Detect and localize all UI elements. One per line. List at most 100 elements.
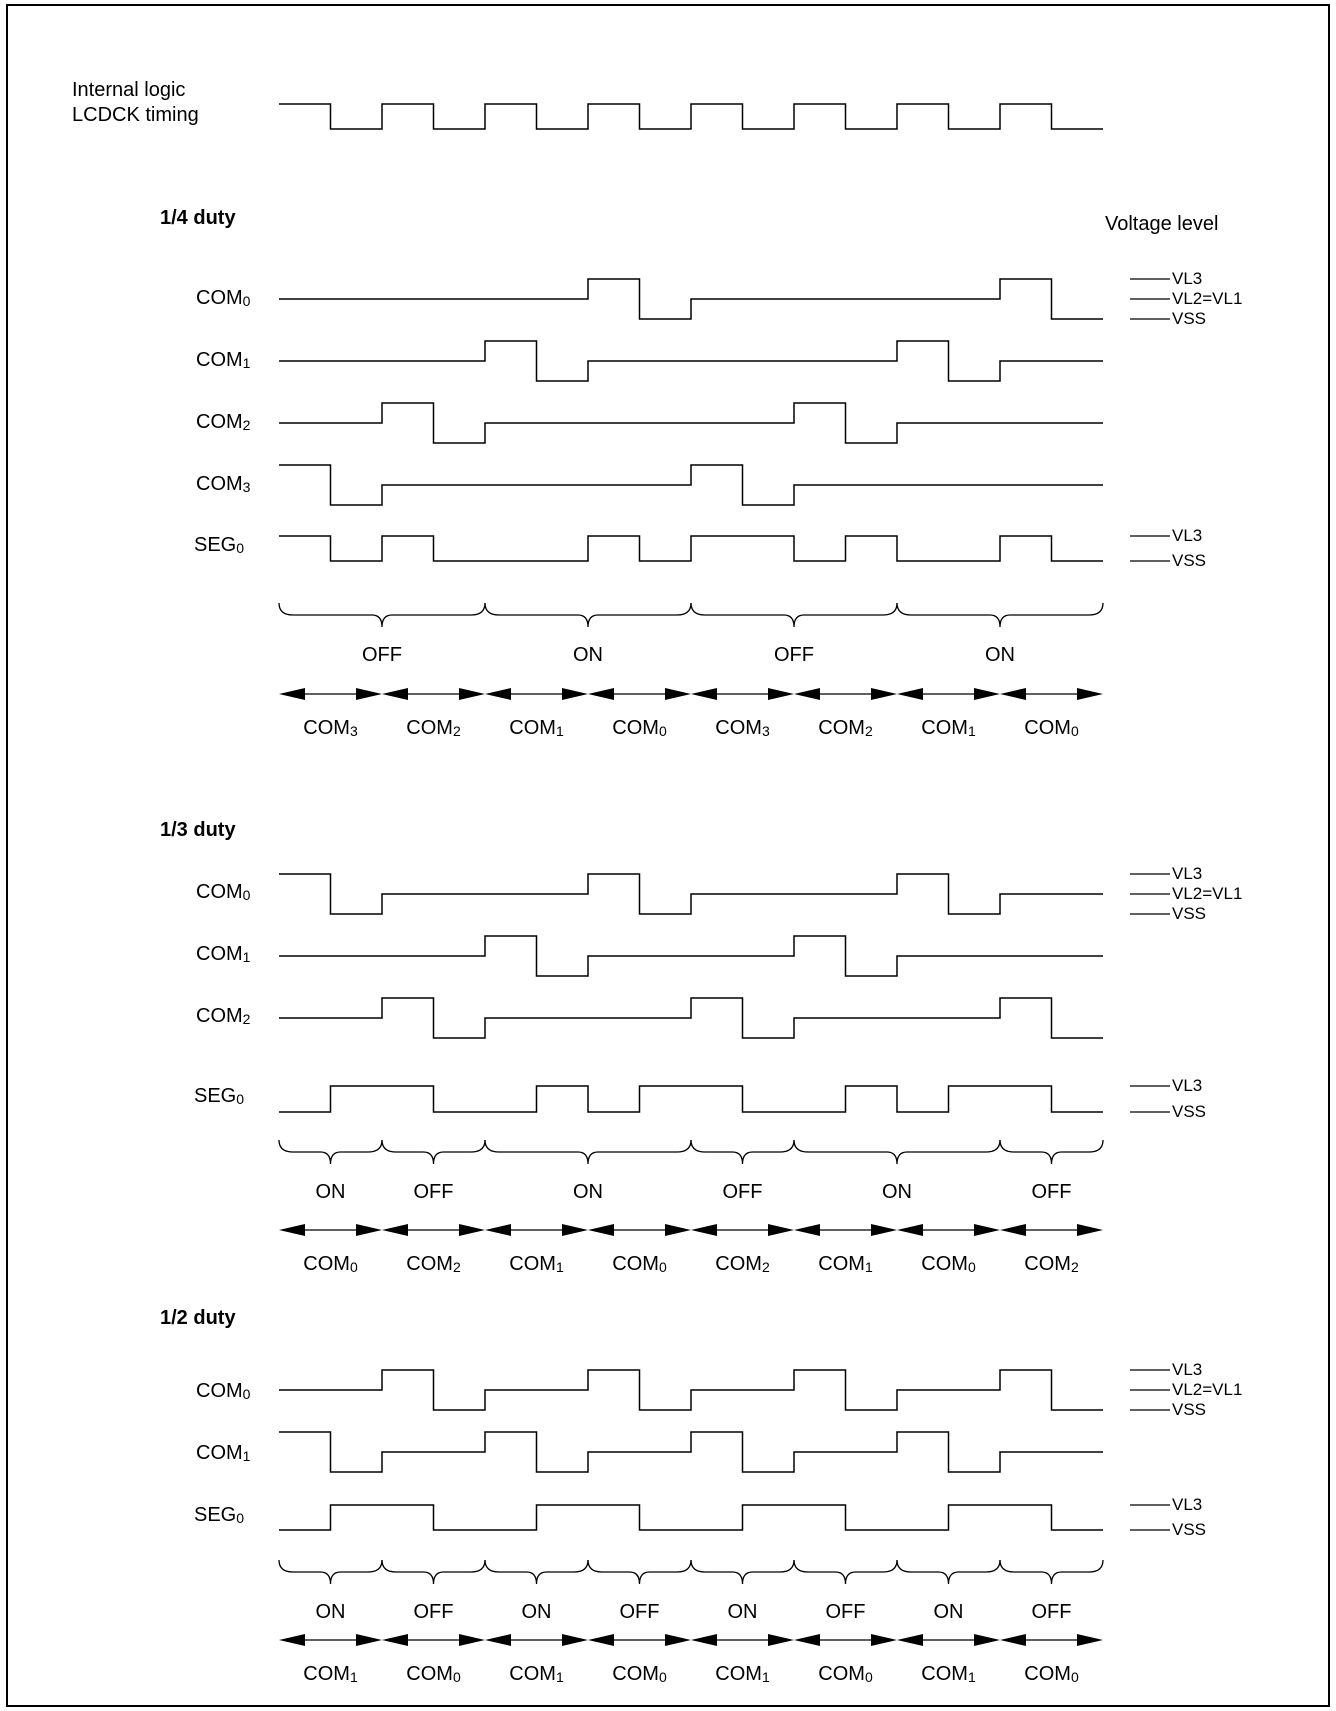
third-seg0-waveform: [279, 1085, 1103, 1113]
third-frame-arrows: [279, 1224, 1103, 1236]
brace: [793, 1139, 1001, 1165]
level-vss: VSS: [1172, 1400, 1206, 1419]
signal-label-third-com2: COM2: [196, 1005, 251, 1027]
level-vss: VSS: [1172, 551, 1206, 570]
arrowhead-left: [588, 1634, 614, 1646]
level-vss: VSS: [1172, 309, 1206, 328]
brace: [381, 1559, 486, 1585]
signal-label-quarter-seg0: SEG0: [194, 534, 244, 556]
half-state-label: OFF: [414, 1601, 454, 1623]
brace: [484, 602, 692, 628]
brace: [896, 602, 1104, 628]
brace: [484, 1139, 692, 1165]
level-vl3: VL3: [1172, 1495, 1202, 1514]
arrowhead-left: [382, 1634, 408, 1646]
arrowhead-right: [562, 1634, 588, 1646]
arrowhead-right: [459, 688, 485, 700]
signal-label-quarter-com2: COM2: [196, 411, 251, 433]
third-state-label: OFF: [414, 1181, 454, 1203]
half-seg-voltage-levels: VL3 VSS: [1130, 1495, 1206, 1539]
level-vss: VSS: [1172, 1520, 1206, 1539]
arrowhead-left: [794, 688, 820, 700]
arrowhead-right: [974, 1634, 1000, 1646]
half-state-label: ON: [522, 1601, 552, 1623]
arrowhead-left: [897, 1224, 923, 1236]
quarter-com3-waveform: [279, 464, 1103, 506]
half-frame-label: COM0: [406, 1663, 461, 1685]
arrowhead-left: [1000, 1634, 1026, 1646]
arrowhead-right: [562, 1224, 588, 1236]
half-frame-label: COM1: [921, 1663, 976, 1685]
arrowhead-right: [768, 1224, 794, 1236]
arrowhead-left: [279, 1634, 305, 1646]
arrowhead-left: [897, 688, 923, 700]
arrowhead-left: [279, 688, 305, 700]
level-vl3: VL3: [1172, 1360, 1202, 1379]
half-frame-label: COM1: [303, 1663, 358, 1685]
third-state-braces: [278, 1139, 1104, 1165]
half-state-label: ON: [316, 1601, 346, 1623]
arrowhead-right: [459, 1634, 485, 1646]
clock-label-line2: LCDCK timing: [72, 104, 199, 126]
half-state-label: ON: [934, 1601, 964, 1623]
level-vl3: VL3: [1172, 864, 1202, 883]
section-title-half-duty: 1/2 duty: [160, 1307, 236, 1329]
arrowhead-left: [279, 1224, 305, 1236]
half-state-label: OFF: [826, 1601, 866, 1623]
arrowhead-left: [691, 688, 717, 700]
signal-label-third-com1: COM1: [196, 943, 251, 965]
third-frame-label: COM2: [1024, 1253, 1079, 1275]
quarter-seg-voltage-levels: VL3 VSS: [1130, 526, 1206, 570]
arrowhead-left: [794, 1224, 820, 1236]
brace: [690, 602, 898, 628]
arrowhead-right: [562, 688, 588, 700]
signal-label-third-com0: COM0: [196, 881, 251, 903]
arrowhead-right: [459, 1224, 485, 1236]
quarter-frame-label: COM3: [715, 717, 770, 739]
half-frame-label: COM1: [509, 1663, 564, 1685]
brace: [690, 1559, 795, 1585]
half-frame-label: COM0: [818, 1663, 873, 1685]
quarter-frame-label: COM2: [406, 717, 461, 739]
quarter-state-label: ON: [985, 644, 1015, 666]
third-frame-label: COM2: [406, 1253, 461, 1275]
quarter-frame-label: COM1: [921, 717, 976, 739]
half-com0-waveform: [279, 1369, 1103, 1411]
quarter-com2-waveform: [279, 402, 1103, 444]
arrowhead-left: [897, 1634, 923, 1646]
quarter-frame-label: COM0: [612, 717, 667, 739]
brace: [999, 1139, 1104, 1165]
quarter-state-label: OFF: [362, 644, 402, 666]
clock-label-line1: Internal logic: [72, 79, 185, 101]
half-com-voltage-levels: VL3 VL2=VL1 VSS: [1130, 1360, 1242, 1419]
third-state-label: ON: [316, 1181, 346, 1203]
quarter-com0-waveform: [279, 278, 1103, 320]
brace: [278, 1139, 383, 1165]
arrowhead-right: [665, 1224, 691, 1236]
arrowhead-left: [485, 1224, 511, 1236]
arrowhead-right: [871, 1224, 897, 1236]
arrowhead-left: [485, 688, 511, 700]
signal-label-half-com0: COM0: [196, 1380, 251, 1402]
third-seg-voltage-levels: VL3 VSS: [1130, 1076, 1206, 1121]
half-state-braces: [278, 1559, 1104, 1585]
third-com0-waveform: [279, 873, 1103, 915]
level-vl2-vl1: VL2=VL1: [1172, 289, 1242, 308]
brace: [999, 1559, 1104, 1585]
arrowhead-right: [1077, 1634, 1103, 1646]
brace: [278, 1559, 383, 1585]
brace: [896, 1559, 1001, 1585]
arrowhead-right: [665, 688, 691, 700]
half-frame-arrows: [279, 1634, 1103, 1646]
level-vss: VSS: [1172, 904, 1206, 923]
arrowhead-left: [1000, 1224, 1026, 1236]
brace: [278, 602, 486, 628]
arrowhead-right: [871, 688, 897, 700]
quarter-com1-waveform: [279, 340, 1103, 382]
half-com1-waveform: [279, 1431, 1103, 1473]
arrowhead-right: [1077, 688, 1103, 700]
quarter-frame-label: COM0: [1024, 717, 1079, 739]
signal-label-half-seg0: SEG0: [194, 1504, 244, 1526]
arrowhead-left: [588, 688, 614, 700]
